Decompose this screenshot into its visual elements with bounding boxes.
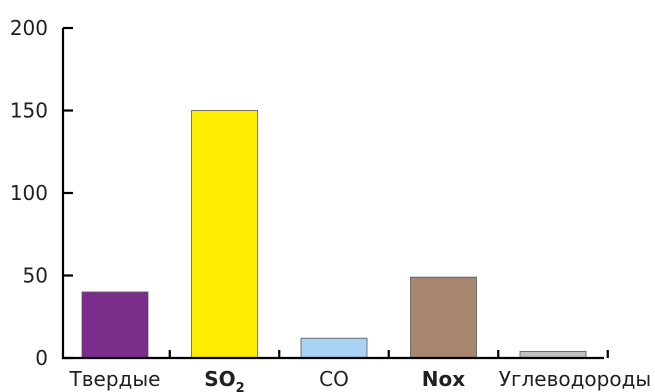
category-text: Углеводороды	[499, 367, 651, 391]
x-category-label: CO	[319, 367, 349, 391]
category-subscript: 2	[236, 381, 245, 392]
bar	[191, 110, 258, 359]
y-tick-label: 150	[10, 99, 48, 123]
x-category-label: Твердые	[69, 367, 161, 391]
x-category-label: Углеводороды	[499, 367, 651, 391]
x-axis-ticks	[168, 350, 609, 358]
category-text: CO	[319, 367, 349, 391]
x-category-label: SO2	[204, 367, 244, 392]
y-tick-label: 0	[35, 346, 48, 370]
bar	[300, 337, 368, 359]
bars	[81, 110, 587, 359]
category-text: Твердые	[69, 367, 161, 391]
y-tick-label: 100	[10, 181, 48, 205]
bar	[81, 291, 149, 359]
y-axis-tick-labels: 0 50 100 150 200	[10, 16, 48, 370]
axes	[61, 28, 604, 360]
bar	[410, 276, 477, 359]
category-text: SO	[204, 367, 235, 391]
y-axis-ticks	[63, 26, 73, 360]
y-tick-label: 200	[10, 16, 48, 40]
category-text: Nox	[422, 367, 465, 391]
x-category-label: Nox	[422, 367, 465, 391]
y-tick-label: 50	[23, 264, 48, 288]
x-axis-category-labels: Твердые SO2 CO Nox Углеводороды	[69, 367, 652, 392]
